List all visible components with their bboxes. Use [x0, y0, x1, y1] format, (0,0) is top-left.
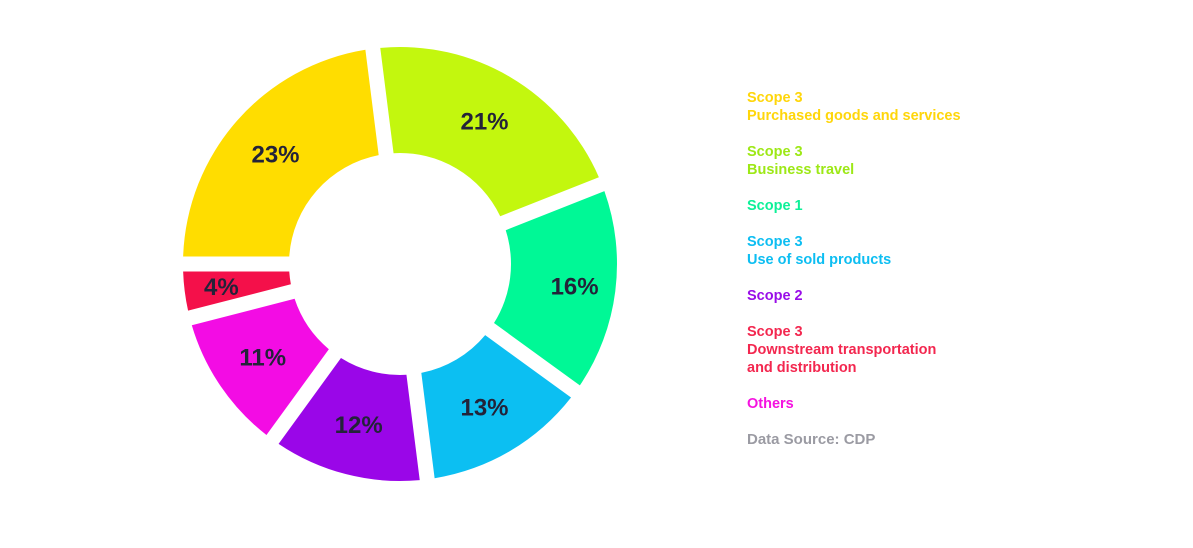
legend-label: Scope 1 — [747, 198, 803, 214]
slice-value-label-scope3-purchased-goods: 23% — [251, 142, 299, 169]
slice-value-label-scope3-downstream-transportation: 4% — [204, 274, 239, 301]
legend-label: Purchased goods and services — [747, 108, 961, 124]
legend-label: Downstream transportation — [747, 342, 937, 358]
legend-item-scope3-downstream-transportation: Scope 3 Downstream transportation and dist… — [747, 323, 1027, 377]
legend-item-others: Others — [747, 395, 1027, 413]
legend-label: Scope 3 — [747, 324, 803, 340]
slice-value-label-scope3-business-travel: 21% — [460, 109, 508, 136]
legend-item-scope3-purchased-goods: Scope 3 Purchased goods and services — [747, 89, 1027, 125]
pie-slice-scope3-purchased-goods[interactable] — [183, 49, 379, 257]
legend-label: Scope 3 — [747, 234, 803, 250]
legend-label: and distribution — [747, 360, 857, 376]
legend-item-scope3-use-of-sold-products: Scope 3 Use of sold products — [747, 233, 1027, 269]
legend-label: Scope 2 — [747, 288, 803, 304]
legend-item-scope3-business-travel: Scope 3 Business travel — [747, 143, 1027, 179]
pie-slice-scope3-business-travel[interactable] — [380, 47, 599, 217]
legend-label: Scope 3 — [747, 90, 803, 106]
donut-chart: 21% 16% 13% 12% 11% 4% 23% — [183, 47, 617, 482]
slice-value-label-others: 11% — [239, 345, 286, 372]
chart-legend: Scope 3 Purchased goods and services Scope… — [747, 89, 1027, 449]
legend-label: Others — [747, 396, 794, 412]
legend-item-scope1: Scope 1 — [747, 197, 1027, 215]
pie-slice-scope3-use-of-sold-products[interactable] — [421, 335, 572, 479]
slice-value-label-scope1: 16% — [551, 274, 599, 301]
legend-items: Scope 3 Purchased goods and services Scope… — [747, 89, 1027, 413]
pie-slice-scope3-downstream-transportation[interactable] — [183, 271, 291, 311]
pie-slice-others[interactable] — [191, 298, 329, 436]
legend-item-scope2: Scope 2 — [747, 287, 1027, 305]
legend-label: Business travel — [747, 162, 855, 178]
legend-label: Scope 3 — [747, 144, 803, 160]
slice-value-label-scope2: 12% — [335, 412, 383, 439]
slice-value-label-scope3-use-of-sold-products: 13% — [460, 394, 508, 421]
legend-label: Use of sold products — [747, 252, 892, 268]
data-source-note: Data Source: CDP — [747, 431, 876, 448]
pie-slice-scope2[interactable] — [278, 358, 420, 482]
pie-slice-scope1[interactable] — [494, 191, 617, 386]
